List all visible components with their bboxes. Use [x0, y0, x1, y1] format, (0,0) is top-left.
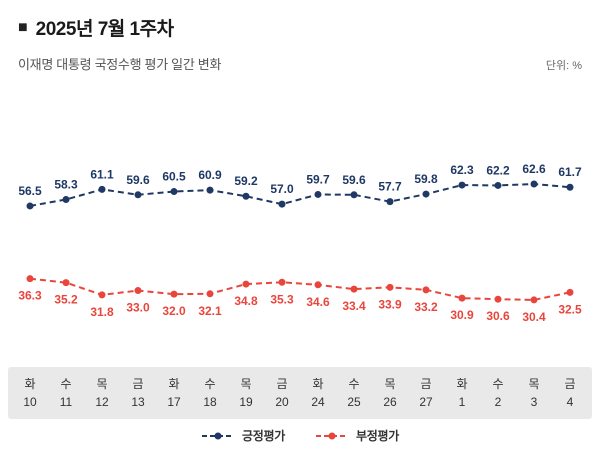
svg-text:19: 19 — [239, 395, 253, 409]
positive-legend-label: 긍정평가 — [242, 429, 285, 443]
page-header: ■ 2025년 7월 1주차 — [0, 0, 600, 41]
svg-text:33.2: 33.2 — [414, 300, 438, 314]
svg-text:34.6: 34.6 — [306, 295, 330, 309]
line-chart: 화10수11목12금13화17수18목19금20화24수25목26금27화1수2… — [8, 162, 592, 419]
negative-dot-icon — [328, 432, 336, 439]
unit-label: 단위: % — [545, 60, 582, 72]
legend-item-negative: 부정평가 — [315, 427, 399, 444]
svg-text:32.1: 32.1 — [198, 304, 222, 318]
svg-text:3: 3 — [531, 395, 538, 409]
svg-text:59.2: 59.2 — [234, 174, 258, 188]
svg-text:수: 수 — [204, 377, 215, 391]
svg-text:금: 금 — [132, 377, 143, 391]
title-bullet-icon: ■ — [18, 18, 28, 36]
svg-text:27: 27 — [419, 395, 433, 409]
svg-text:수: 수 — [60, 377, 71, 391]
chart-subtitle: 이재명 대통령 국정수행 평가 일간 변화 — [18, 57, 222, 72]
svg-text:31.8: 31.8 — [90, 305, 114, 319]
svg-text:4: 4 — [567, 395, 574, 409]
svg-text:화: 화 — [456, 377, 467, 391]
svg-text:18: 18 — [203, 395, 217, 409]
svg-text:32.5: 32.5 — [558, 302, 582, 316]
svg-text:24: 24 — [311, 395, 325, 409]
svg-text:33.0: 33.0 — [126, 301, 150, 315]
svg-text:58.3: 58.3 — [54, 177, 78, 191]
svg-text:26: 26 — [383, 395, 397, 409]
svg-text:61.7: 61.7 — [558, 165, 582, 179]
svg-text:59.7: 59.7 — [306, 172, 330, 186]
svg-text:수: 수 — [348, 377, 359, 391]
svg-text:20: 20 — [275, 395, 289, 409]
svg-text:금: 금 — [420, 377, 431, 391]
svg-text:화: 화 — [168, 377, 179, 391]
svg-text:56.5: 56.5 — [18, 184, 42, 198]
svg-text:30.6: 30.6 — [486, 309, 510, 323]
svg-text:화: 화 — [312, 377, 323, 391]
page-title: 2025년 7월 1주차 — [35, 19, 174, 40]
svg-text:59.6: 59.6 — [126, 173, 150, 187]
svg-text:11: 11 — [60, 395, 73, 409]
svg-text:2: 2 — [495, 395, 502, 409]
svg-text:60.9: 60.9 — [198, 168, 222, 182]
svg-text:57.0: 57.0 — [270, 182, 294, 196]
svg-text:화: 화 — [24, 377, 35, 391]
svg-text:목: 목 — [528, 377, 539, 391]
svg-text:30.9: 30.9 — [450, 308, 474, 322]
svg-text:35.3: 35.3 — [270, 292, 294, 306]
svg-text:목: 목 — [240, 377, 251, 391]
svg-text:금: 금 — [276, 377, 287, 391]
positive-dot-icon — [214, 432, 222, 439]
svg-text:62.2: 62.2 — [486, 163, 510, 177]
svg-text:60.5: 60.5 — [162, 170, 186, 184]
legend-item-positive: 긍정평가 — [201, 427, 285, 444]
svg-text:수: 수 — [492, 377, 503, 391]
negative-legend-label: 부정평가 — [356, 429, 399, 443]
svg-text:36.3: 36.3 — [18, 289, 42, 303]
subtitle-row: 이재명 대통령 국정수행 평가 일간 변화 단위: % — [0, 54, 600, 73]
svg-text:33.4: 33.4 — [342, 299, 366, 313]
svg-text:35.2: 35.2 — [54, 293, 78, 307]
svg-text:59.8: 59.8 — [414, 172, 438, 186]
svg-text:34.8: 34.8 — [234, 294, 258, 308]
svg-text:13: 13 — [131, 395, 145, 409]
chart-legend: 긍정평가 부정평가 — [0, 427, 600, 444]
svg-text:10: 10 — [23, 395, 37, 409]
svg-text:목: 목 — [96, 377, 107, 391]
svg-text:30.4: 30.4 — [522, 310, 546, 324]
svg-text:12: 12 — [95, 395, 109, 409]
svg-text:목: 목 — [384, 377, 395, 391]
svg-text:62.3: 62.3 — [450, 163, 474, 177]
svg-text:62.6: 62.6 — [522, 162, 546, 176]
svg-text:33.9: 33.9 — [378, 297, 402, 311]
svg-text:금: 금 — [564, 377, 575, 391]
svg-text:1: 1 — [459, 395, 466, 409]
svg-text:32.0: 32.0 — [162, 304, 186, 318]
negative-line-marker-icon — [316, 432, 348, 439]
positive-line-marker-icon — [202, 432, 235, 439]
svg-text:25: 25 — [347, 395, 361, 409]
svg-text:61.1: 61.1 — [90, 167, 114, 181]
svg-text:17: 17 — [167, 395, 181, 409]
svg-text:59.6: 59.6 — [342, 173, 366, 187]
svg-text:57.7: 57.7 — [378, 180, 402, 194]
